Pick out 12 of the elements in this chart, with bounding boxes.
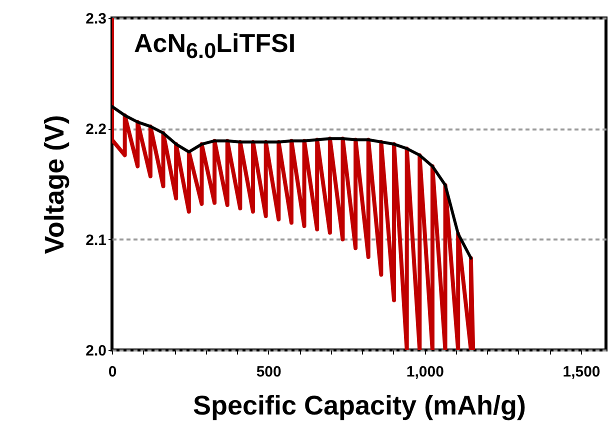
x-axis-title: Specific Capacity (mAh/g) [192, 390, 526, 420]
line-series [112, 18, 476, 350]
x-tick-label: 0 [108, 364, 117, 380]
y-tick-label: 2.3 [86, 10, 106, 28]
x-tick-label: 500 [256, 364, 282, 380]
y-axis-title: Voltage (V) [40, 114, 70, 254]
y-tick-label: 2.0 [86, 342, 106, 360]
x-tick-label: 1,000 [406, 364, 444, 380]
y-tick-label: 2.2 [86, 121, 106, 138]
electrolyte-label: AcN$_{6.0}$LiTFSI [134, 28, 296, 64]
x-tick-label: 1,500 [562, 364, 600, 380]
y-tick-label: 2.1 [86, 232, 106, 249]
